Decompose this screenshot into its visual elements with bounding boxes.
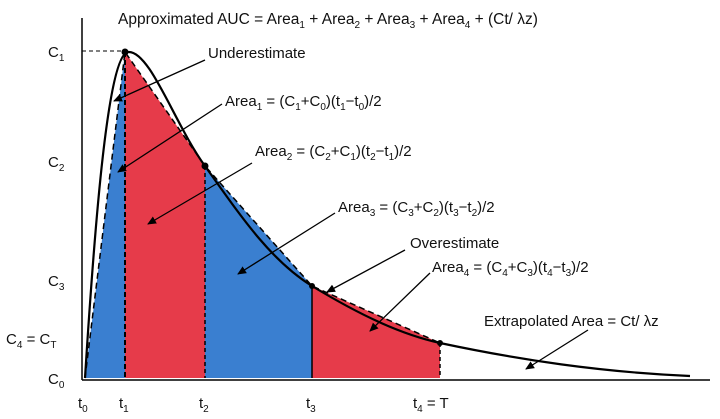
title: Approximated AUC = Area1 + Area2 + Area3… <box>118 11 538 31</box>
x-label-t3: t3 <box>306 395 316 415</box>
area2-formula: Area2 = (C2+C1)(t2−t1)/2 <box>255 143 412 163</box>
overestimate-label: Overestimate <box>410 235 499 252</box>
arrow-area4 <box>369 272 431 332</box>
area-4-trapezoid <box>312 286 440 378</box>
arrow-area2 <box>147 162 253 225</box>
y-label-c4: C4 = CT <box>6 331 56 351</box>
y-label-c2: C2 <box>48 154 65 174</box>
concentration-curve <box>83 50 691 379</box>
x-label-t4: t4 = T <box>413 395 449 415</box>
point-c3 <box>309 283 315 289</box>
x-label-t1: t1 <box>119 395 129 415</box>
x-label-t2: t2 <box>199 395 209 415</box>
extrapolated-label: Extrapolated Area = Ct/ λz <box>484 313 659 330</box>
y-label-c3: C3 <box>48 273 65 293</box>
arrow-area3 <box>237 212 336 275</box>
area3-formula: Area3 = (C3+C2)(t3−t2)/2 <box>338 199 495 219</box>
y-label-c0: C0 <box>48 371 65 391</box>
area4-formula: Area4 = (C4+C3)(t4−t3)/2 <box>432 259 589 279</box>
area-2-trapezoid <box>125 52 205 378</box>
x-label-t0: t0 <box>78 395 88 415</box>
trapezoid-chord-line <box>84 49 441 379</box>
arrow-underestimate <box>113 59 206 102</box>
arrow-extrapolated <box>525 329 589 370</box>
point-c1 <box>121 48 129 56</box>
point-c2 <box>201 162 209 170</box>
area-3-trapezoid <box>205 166 312 378</box>
underestimate-label: Underestimate <box>208 45 306 62</box>
point-c4 <box>437 340 443 346</box>
y-label-c1: C1 <box>48 44 65 64</box>
area1-formula: Area1 = (C1+C0)(t1−t0)/2 <box>225 93 382 113</box>
arrow-area1 <box>117 103 223 173</box>
arrow-overestimate <box>326 249 406 293</box>
